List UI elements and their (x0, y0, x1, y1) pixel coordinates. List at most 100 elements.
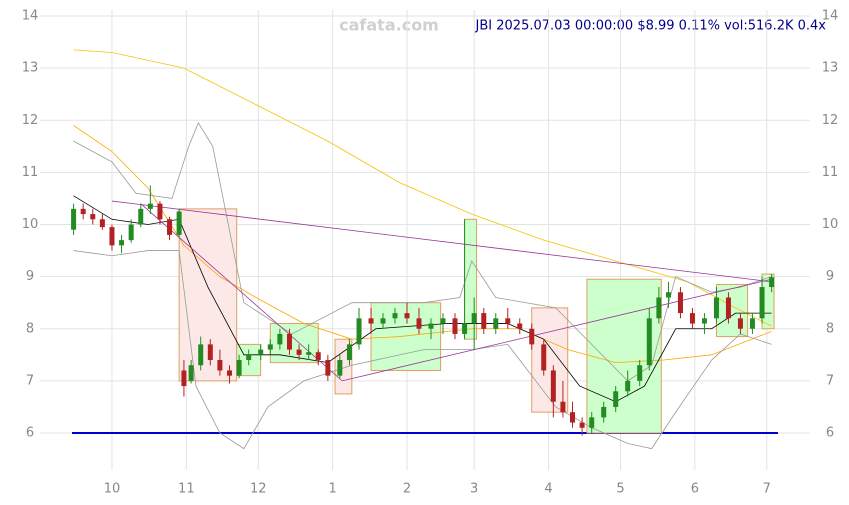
candle-body (181, 370, 187, 387)
indicator-line (73, 250, 772, 450)
x-tick-label: 4 (544, 482, 552, 497)
y-tick-label: 9 (26, 269, 34, 284)
candle-body (689, 313, 695, 324)
candle-body (325, 360, 331, 376)
candle-body (452, 318, 458, 334)
candle-body (176, 211, 182, 235)
y-tick-label: 12 (22, 113, 39, 128)
candle-body (404, 313, 410, 319)
candle-body (462, 323, 468, 334)
y-tick-label: 6 (26, 426, 34, 441)
y-tick-label: 14 (22, 9, 39, 24)
y-tick-label-right: 8 (826, 321, 834, 336)
candle-body (481, 313, 487, 329)
candle-body (665, 292, 671, 298)
candle-body (157, 203, 163, 220)
y-tick-label-right: 14 (822, 9, 839, 24)
candle-body (286, 333, 292, 350)
x-tick-label: 7 (763, 482, 771, 497)
candle-body (646, 318, 652, 366)
candle-body (560, 401, 566, 413)
range-box (715, 283, 749, 338)
header: JBI 2025.07.03 00:00:00 $8.99 0.11% vol:… (475, 19, 827, 34)
y-tick-label-right: 12 (822, 113, 839, 128)
candle-body (613, 391, 619, 407)
x-tick-label: 1 (329, 482, 337, 497)
candle-body (356, 318, 362, 345)
candle-body (380, 318, 386, 324)
x-tick-label: 3 (470, 482, 478, 497)
candle-body (147, 203, 153, 209)
x-tick-label: 12 (250, 482, 267, 497)
candle-body (346, 344, 352, 361)
x-tick-label: 2 (403, 482, 411, 497)
candle-body (198, 344, 204, 366)
candle-body (71, 208, 77, 230)
candle-body (368, 318, 374, 324)
candle-body (471, 313, 477, 324)
candle-body (541, 344, 547, 371)
candle-body (246, 354, 252, 361)
indicator-line (140, 203, 772, 382)
y-tick-label-right: 11 (822, 165, 839, 180)
y-tick-label-right: 13 (822, 61, 839, 76)
x-tick-label: 11 (178, 482, 195, 497)
candle-body (227, 370, 233, 376)
indicator-line (111, 200, 772, 283)
indicator-line (73, 49, 772, 327)
candle-body (337, 360, 343, 376)
candle-body (296, 349, 302, 355)
y-tick-label-right: 6 (826, 426, 834, 441)
candle-body (625, 380, 631, 392)
candle-body (570, 412, 576, 423)
candle-body (119, 240, 125, 246)
candle-body (80, 208, 86, 215)
candle-body (677, 292, 683, 314)
indicator-line (73, 121, 772, 382)
candle-body (277, 333, 283, 345)
candle-body (493, 318, 499, 329)
x-tick-label: 5 (616, 482, 624, 497)
candle-body (416, 318, 422, 329)
candle-body (258, 349, 264, 355)
candle-body (99, 219, 105, 228)
candle-body (769, 277, 775, 288)
candle-body (236, 360, 242, 376)
candle-body (167, 219, 173, 235)
candle-body (392, 313, 398, 319)
candle-body (517, 323, 523, 329)
candle-body (550, 370, 556, 402)
y-tick-label: 13 (22, 61, 39, 76)
candle-body (138, 208, 144, 225)
candle-body (601, 406, 607, 418)
candle-body (90, 214, 96, 220)
y-tick-label-right: 9 (826, 269, 834, 284)
candle-body (589, 417, 595, 428)
candle-body (656, 297, 662, 319)
x-tick-label: 6 (691, 482, 699, 497)
candle-body (267, 344, 273, 350)
candle-body (128, 224, 134, 241)
candle-body (440, 318, 446, 324)
candle-body (701, 318, 707, 324)
y-tick-label-right: 7 (826, 373, 834, 388)
y-tick-label-right: 10 (822, 217, 839, 232)
candle-body (207, 344, 213, 361)
candle-body (529, 328, 535, 345)
watermark: cafata.com (339, 16, 439, 35)
candle-body (217, 360, 223, 371)
y-tick-label: 10 (22, 217, 39, 232)
candle-body (759, 287, 765, 319)
x-tick-label: 10 (104, 482, 121, 497)
range-box (531, 307, 569, 413)
candle-body (428, 323, 434, 329)
candle-body (725, 297, 731, 319)
candle-body (713, 297, 719, 319)
candle-body (637, 365, 643, 381)
y-tick-label: 8 (26, 321, 34, 336)
candle-body (315, 352, 321, 361)
y-tick-label: 7 (26, 373, 34, 388)
candle-body (109, 227, 115, 246)
